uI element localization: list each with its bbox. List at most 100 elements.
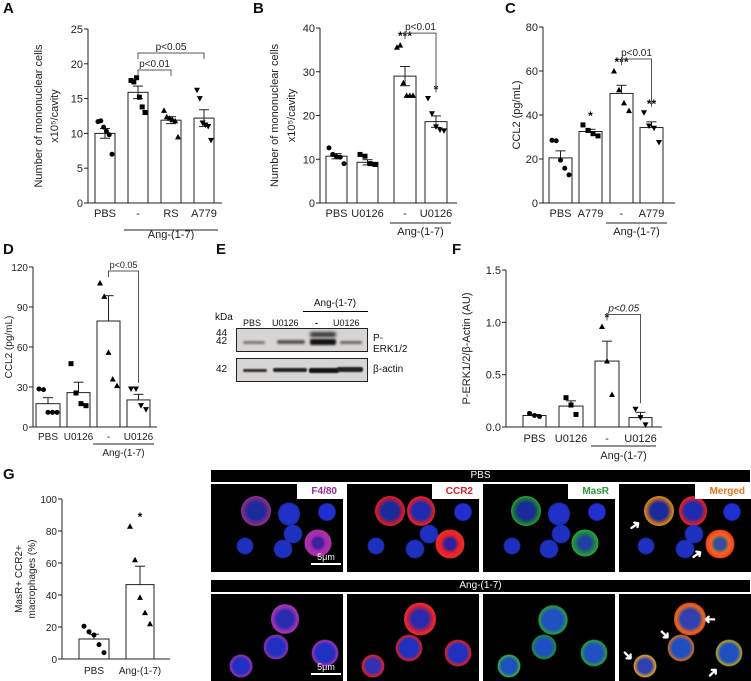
svg-text:Ang-(1-7): Ang-(1-7)	[613, 226, 659, 238]
arrow-icon: ➜	[687, 544, 706, 565]
panel-label-f: F	[452, 241, 462, 258]
condition-bar-pbs: PBS	[211, 470, 750, 482]
lane-label: U0126	[272, 318, 299, 328]
svg-text:20: 20	[46, 623, 58, 634]
channel-label-ccr2: CCR2	[431, 484, 479, 499]
svg-text:PBS: PBS	[84, 666, 104, 677]
svg-text:80: 80	[46, 527, 58, 538]
svg-text:CCL2 (pg/mL): CCL2 (pg/mL)	[511, 80, 523, 149]
svg-text:0: 0	[309, 198, 315, 210]
svg-text:macrophages (%): macrophages (%)	[27, 540, 38, 619]
svg-text:p<0.01: p<0.01	[139, 59, 170, 70]
svg-text:x10⁵/cavity: x10⁵/cavity	[49, 89, 61, 143]
chart-d-ccl2-u0126: 0 30 60 90 120 CCL2 (pg/mL) PBS U0126 - U0126 Ang-…	[4, 260, 157, 459]
svg-text:60: 60	[46, 559, 58, 570]
panel-label-g: G	[3, 466, 15, 483]
svg-text:40: 40	[46, 591, 58, 602]
arrow-icon: ➜	[625, 515, 644, 536]
svg-text:x10⁵/cavity: x10⁵/cavity	[286, 88, 298, 142]
svg-text:U0126: U0126	[420, 208, 452, 220]
mw-marker-44: 44	[216, 328, 228, 339]
svg-text:A779: A779	[639, 208, 665, 220]
svg-text:20: 20	[71, 59, 83, 71]
svg-text:p<0.05: p<0.05	[110, 260, 138, 270]
blot-row-label-perk: P-ERK1/2	[373, 333, 408, 355]
micrograph-ang-f480: 5μm	[211, 594, 343, 681]
svg-text:Ang-(1-7): Ang-(1-7)	[397, 226, 443, 238]
svg-text:Number of mononuclear cells: Number of mononuclear cells	[33, 44, 45, 188]
svg-text:P-ERK1/2/β-Actin (AU): P-ERK1/2/β-Actin (AU)	[461, 292, 473, 404]
svg-text:0: 0	[51, 655, 57, 666]
svg-text:Ang-(1-7): Ang-(1-7)	[119, 666, 161, 677]
arrow-icon: ➜	[702, 662, 723, 681]
scale-bar-label: 5μm	[317, 552, 335, 562]
svg-text:30: 30	[17, 383, 29, 394]
svg-text:10: 10	[71, 128, 83, 140]
svg-text:PBS: PBS	[325, 208, 347, 220]
svg-text:0.5: 0.5	[486, 370, 501, 382]
svg-text:30: 30	[303, 67, 315, 79]
svg-text:80: 80	[526, 22, 538, 34]
svg-text:PBS: PBS	[38, 432, 58, 443]
channel-label-masr: MasR	[568, 484, 615, 499]
western-blot: Ang-(1-7) kDa PBS U0126 - U0126 44 42 P-…	[210, 240, 410, 390]
svg-text:U0126: U0126	[64, 432, 94, 443]
svg-text:-: -	[107, 432, 110, 443]
svg-text:*: *	[138, 510, 143, 524]
panel-label-d: D	[3, 241, 14, 258]
svg-text:100: 100	[40, 495, 57, 506]
svg-text:CCL2 (pg/mL): CCL2 (pg/mL)	[4, 316, 15, 379]
scale-bar: 5μm	[311, 662, 341, 675]
svg-text:40: 40	[303, 23, 315, 35]
svg-text:A779: A779	[578, 208, 604, 220]
svg-text:Ang-(1-7): Ang-(1-7)	[148, 229, 194, 240]
svg-text:U0126: U0126	[351, 208, 383, 220]
svg-text:40: 40	[526, 110, 538, 122]
svg-text:20: 20	[526, 154, 538, 166]
svg-text:60: 60	[526, 66, 538, 78]
micrograph-pbs-masr: MasR	[483, 484, 615, 572]
panel-label-c: C	[505, 0, 516, 17]
svg-text:U0126: U0126	[624, 433, 656, 445]
svg-text:-: -	[620, 208, 624, 220]
micrograph-pbs-ccr2: CCR2	[347, 484, 479, 572]
svg-text:25: 25	[71, 24, 83, 36]
svg-text:Ang-(1-7): Ang-(1-7)	[600, 450, 646, 462]
lane-label: PBS	[243, 318, 262, 328]
channel-label-merged: Merged	[695, 484, 751, 499]
blot-actin-strip	[236, 358, 368, 382]
svg-text:PBS: PBS	[549, 208, 571, 220]
kda-label: kDa	[215, 312, 233, 323]
scale-bar-label: 5μm	[317, 662, 335, 672]
chart-g-masr-ccr2-macrophages: 0 20 40 60 80 100 MasR+ CCR2+ macrophages (%) PB…	[14, 495, 170, 677]
svg-text:PBS: PBS	[523, 433, 545, 445]
svg-text:p<0.01: p<0.01	[405, 22, 436, 33]
svg-text:MasR+ CCR2+: MasR+ CCR2+	[14, 545, 25, 613]
svg-text:0: 0	[77, 198, 83, 210]
micrograph-pbs-f480: F4/80 5μm	[211, 484, 343, 572]
channel-label-f480: F4/80	[297, 484, 343, 499]
svg-text:p<0.01: p<0.01	[621, 48, 652, 59]
arrow-icon: ➜	[704, 612, 716, 628]
svg-text:U0126: U0126	[555, 433, 587, 445]
blot-group-line	[303, 311, 368, 312]
micrograph-ang-merged: ➜ ➜ ➜ ➜	[619, 594, 751, 681]
svg-text:1.0: 1.0	[486, 317, 501, 329]
svg-text:Number of mononuclear cells: Number of mononuclear cells	[269, 43, 281, 187]
svg-text:5: 5	[77, 163, 83, 175]
lane-label: -	[315, 318, 318, 328]
chart-f-perk-ratio: 0.0 0.5 1.0 1.5 P-ERK1/2/β-Actin (AU) PBS U012…	[461, 265, 662, 462]
svg-text:Ang-(1-7): Ang-(1-7)	[102, 448, 144, 459]
svg-text:0: 0	[22, 423, 28, 434]
svg-text:0.0: 0.0	[486, 422, 501, 434]
mw-marker-42-actin: 42	[216, 364, 228, 375]
chart-a-mononuclear-cells: 0 5 10 15 20 25 Number of mononuclear cells x10…	[33, 24, 222, 240]
svg-text:15: 15	[71, 94, 83, 106]
svg-text:90: 90	[17, 303, 29, 314]
svg-text:-: -	[136, 208, 140, 220]
micrograph-pbs-merged: ➜ ➜ Merged	[619, 484, 751, 572]
svg-text:p<0.05: p<0.05	[607, 304, 639, 315]
blot-group-label: Ang-(1-7)	[313, 298, 357, 309]
lane-label: U0126	[333, 318, 360, 328]
